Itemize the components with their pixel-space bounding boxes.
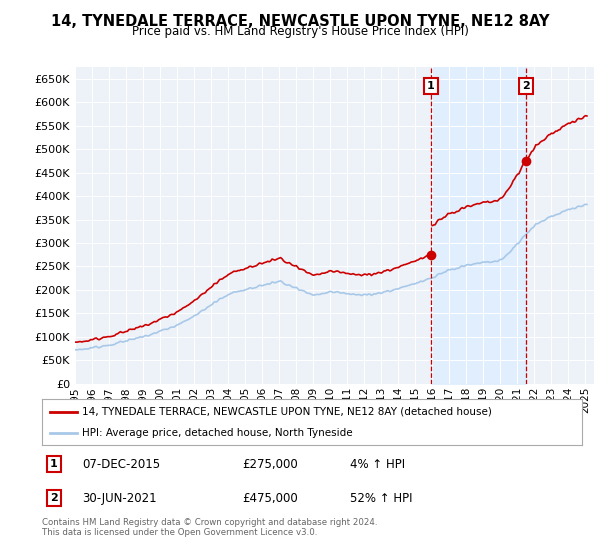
Text: 14, TYNEDALE TERRACE, NEWCASTLE UPON TYNE, NE12 8AY: 14, TYNEDALE TERRACE, NEWCASTLE UPON TYN… [51, 14, 549, 29]
Text: 2: 2 [50, 493, 58, 503]
Text: HPI: Average price, detached house, North Tyneside: HPI: Average price, detached house, Nort… [83, 428, 353, 438]
Text: 2: 2 [522, 81, 530, 91]
Text: 1: 1 [50, 459, 58, 469]
Text: 14, TYNEDALE TERRACE, NEWCASTLE UPON TYNE, NE12 8AY (detached house): 14, TYNEDALE TERRACE, NEWCASTLE UPON TYN… [83, 407, 493, 417]
Text: 30-JUN-2021: 30-JUN-2021 [83, 492, 157, 505]
Text: 07-DEC-2015: 07-DEC-2015 [83, 458, 161, 470]
Text: 52% ↑ HPI: 52% ↑ HPI [350, 492, 412, 505]
Text: £475,000: £475,000 [242, 492, 298, 505]
Text: 1: 1 [427, 81, 435, 91]
Text: £275,000: £275,000 [242, 458, 298, 470]
Text: 4% ↑ HPI: 4% ↑ HPI [350, 458, 405, 470]
Text: Contains HM Land Registry data © Crown copyright and database right 2024.
This d: Contains HM Land Registry data © Crown c… [42, 518, 377, 538]
Text: Price paid vs. HM Land Registry's House Price Index (HPI): Price paid vs. HM Land Registry's House … [131, 25, 469, 38]
